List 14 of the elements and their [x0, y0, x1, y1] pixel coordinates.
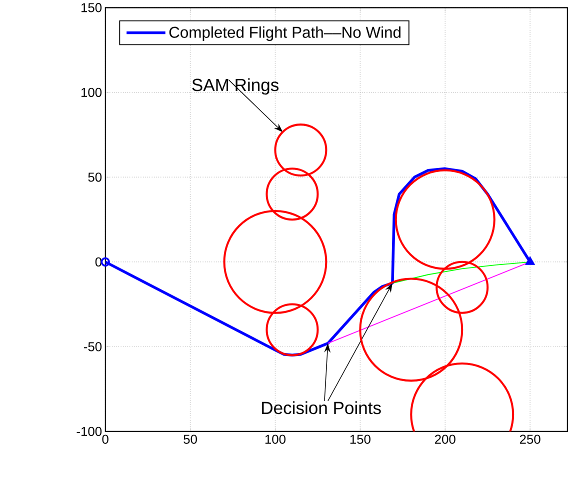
- x-tick-label: 50: [184, 434, 197, 444]
- y-tick-label: -100: [76, 426, 102, 436]
- y-tick-label: 150: [81, 3, 102, 12]
- annotation: Decision Points: [262, 401, 381, 414]
- x-tick-label: 0: [102, 434, 108, 444]
- x-tick-label: 150: [350, 434, 370, 444]
- x-tick-label: 200: [434, 434, 456, 444]
- annotation: SAM Rings: [192, 78, 279, 95]
- x-tick-label: 250: [520, 434, 540, 444]
- x-tick-label: 100: [265, 434, 286, 444]
- y-tick-label: -50: [84, 342, 102, 352]
- legend-label: Completed Flight Path––No Wind: [169, 26, 400, 42]
- y-tick-label: 50: [88, 172, 102, 182]
- y-tick-label: 100: [81, 88, 102, 98]
